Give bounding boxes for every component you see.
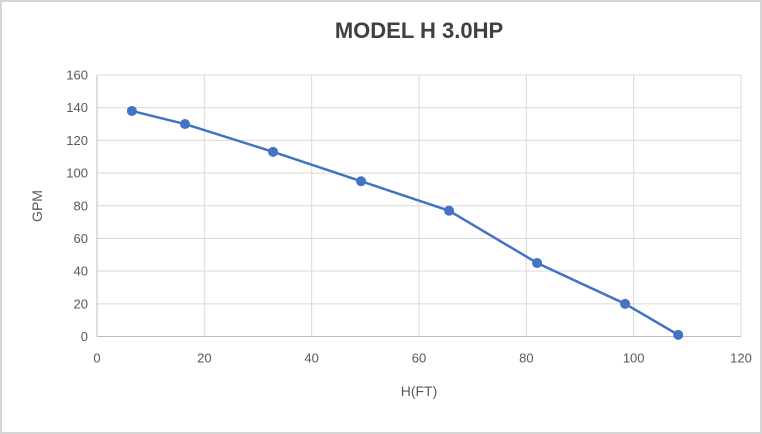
series-line [130,109,680,337]
x-tick-label: 60 [412,351,426,366]
x-tick-label: 0 [93,351,100,366]
y-tick-label: 160 [66,68,88,83]
data-point-marker [268,146,279,157]
data-point-marker [673,329,684,340]
y-tick-label: 40 [74,264,88,279]
x-tick-label: 80 [519,351,533,366]
x-tick-label: 100 [623,351,645,366]
x-tick-label: 40 [304,351,318,366]
x-tick-label: 120 [730,351,752,366]
data-point-marker [620,298,631,309]
y-tick-label: 80 [74,198,88,213]
x-axis-title: H(FT) [400,383,438,399]
data-point-marker [356,176,367,187]
chart-title: MODEL H 3.0HP [334,18,504,43]
y-tick-label: 140 [66,100,88,115]
data-point-marker [444,205,455,216]
data-point-marker [180,119,191,130]
y-tick-label: 100 [66,166,88,181]
y-tick-label: 20 [74,296,88,311]
data-point-marker [126,105,137,116]
data-point-marker [532,257,543,268]
y-tick-label: 120 [66,133,88,148]
y-tick-label: 60 [74,231,88,246]
y-tick-label: 0 [81,329,88,344]
x-tick-label: 20 [197,351,211,366]
y-axis-title: GPM [29,190,45,222]
